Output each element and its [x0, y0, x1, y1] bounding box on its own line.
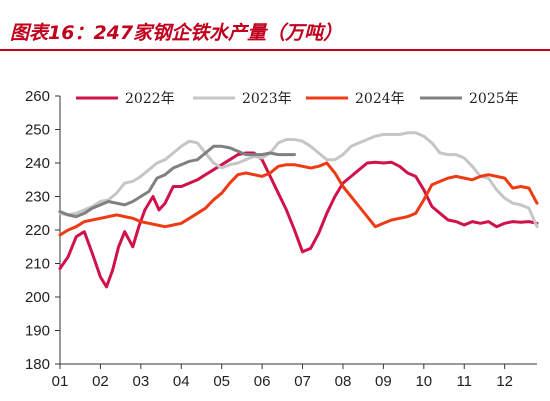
- legend-label: 2022年: [125, 91, 175, 107]
- y-tick-label: 240: [25, 155, 50, 172]
- x-tick-label: 09: [375, 373, 392, 390]
- x-tick-label: 10: [415, 373, 432, 390]
- legend: 2022年 2023年 2024年 2025年: [76, 91, 519, 107]
- x-tick-label: 03: [133, 373, 150, 390]
- x-tick-label: 02: [92, 373, 109, 390]
- legend-label: 2024年: [355, 91, 405, 107]
- x-tick-label: 07: [294, 373, 311, 390]
- chart-title: 图表16：247家钢企铁水产量（万吨）: [10, 22, 343, 44]
- series-line-2024年: [58, 161, 539, 237]
- y-tick-label: 230: [25, 189, 50, 206]
- y-tick-label: 210: [25, 256, 50, 273]
- series-line-2022年: [58, 151, 539, 289]
- y-tick-label: 200: [25, 289, 50, 306]
- legend-label: 2023年: [242, 91, 292, 107]
- x-tick-label: 05: [213, 373, 230, 390]
- x-tick-label: 12: [496, 373, 513, 390]
- x-tick-label: 08: [335, 373, 352, 390]
- x-tick-label: 01: [52, 373, 69, 390]
- title-rule: [0, 49, 550, 51]
- y-tick-label: 250: [25, 122, 50, 139]
- x-tick-label: 04: [173, 373, 190, 390]
- legend-label: 2025年: [469, 91, 519, 107]
- x-tick-label: 11: [456, 373, 472, 390]
- series-line-2025年: [58, 144, 296, 219]
- chart-header: 图表16：247家钢企铁水产量（万吨）: [0, 0, 550, 52]
- y-tick-label: 220: [25, 222, 50, 239]
- series-layer: [58, 131, 539, 289]
- x-tick-label: 06: [254, 373, 271, 390]
- axes: 180 190 200 210 220 230 240 250 260 01 02 03 04 05 06 0…: [25, 88, 537, 390]
- y-tick-label: 260: [25, 88, 50, 105]
- y-tick-label: 180: [25, 356, 50, 373]
- y-tick-label: 190: [25, 323, 50, 340]
- series-line-2023年: [58, 131, 539, 229]
